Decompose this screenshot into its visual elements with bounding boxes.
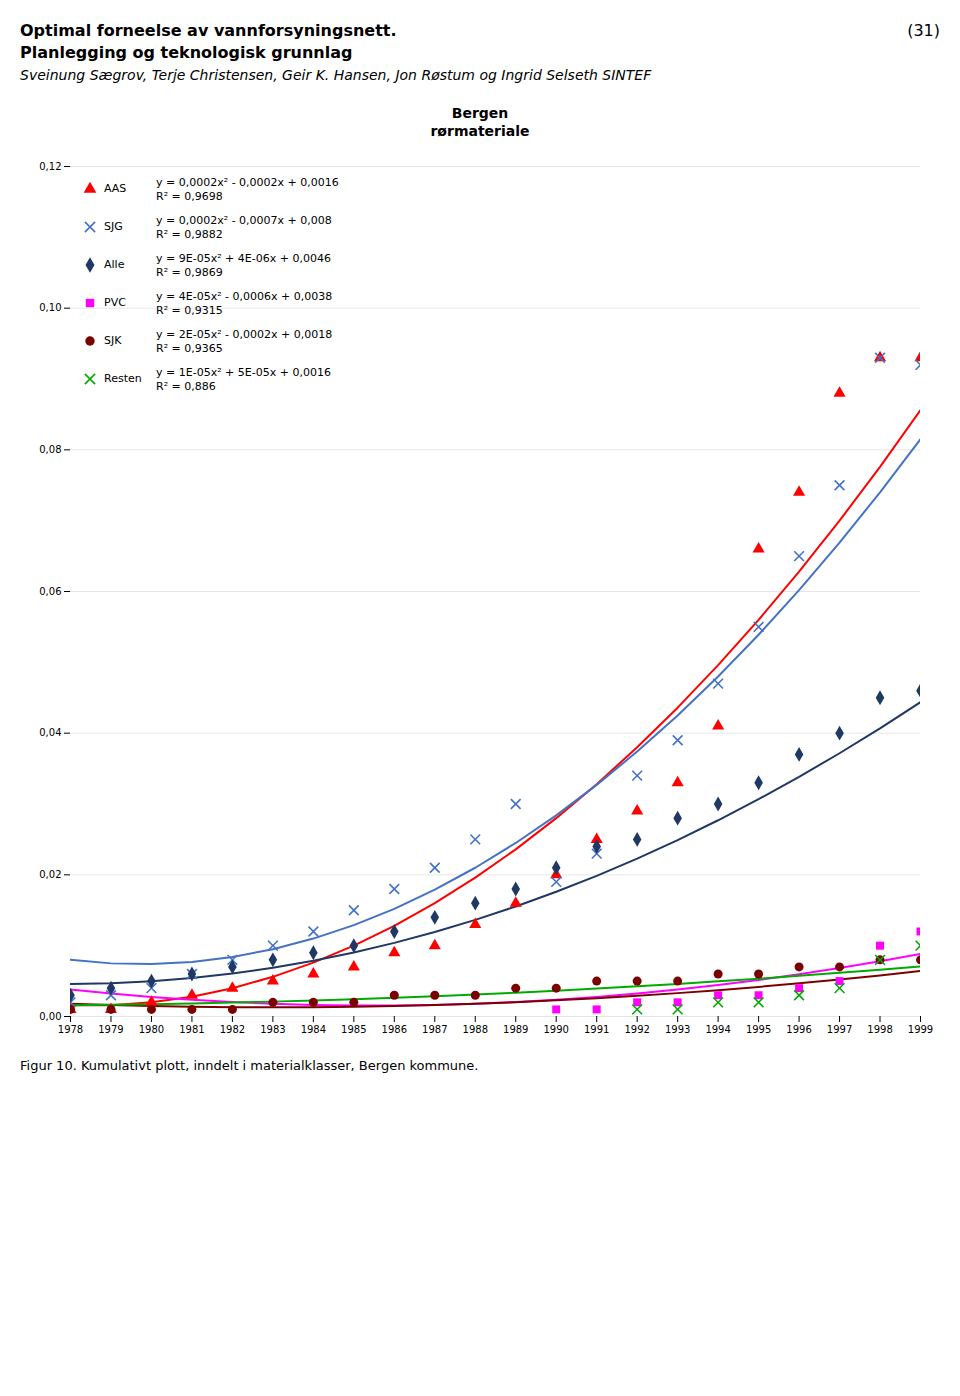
svg-text:1996: 1996 [786,1024,811,1035]
svg-text:0,08: 0,08 [39,444,61,455]
html-text:R² = 0,886: R² = 0,886 [156,380,216,393]
html-text:R² = 0,9315: R² = 0,9315 [156,304,223,317]
html-text:R² = 0,9365: R² = 0,9365 [156,342,223,355]
svg-text:1985: 1985 [341,1024,366,1035]
svg-text:1993: 1993 [665,1024,690,1035]
svg-text:1979: 1979 [98,1024,123,1035]
svg-text:1997: 1997 [827,1024,852,1035]
html-text:SJK: SJK [104,334,122,347]
html-text:y = 2E-05x² - 0,0002x + 0,0018: y = 2E-05x² - 0,0002x + 0,0018 [156,328,333,341]
svg-text:1999: 1999 [908,1024,933,1035]
svg-text:0,04: 0,04 [39,727,61,738]
html-text:Optimal forneelse av vannforsy: Optimal forneelse av vannforsyningsnett. [20,21,397,40]
svg-text:1984: 1984 [301,1024,326,1035]
svg-text:1982: 1982 [220,1024,245,1035]
html-text:PVC: PVC [104,296,126,309]
html-text:Planlegging og teknologisk gru: Planlegging og teknologisk grunnlag [20,43,353,62]
svg-text:1990: 1990 [543,1024,568,1035]
html-text:Resten: Resten [104,372,142,385]
svg-text:1995: 1995 [746,1024,771,1035]
html-text:Sveinung Sægrov, Terje Christe: Sveinung Sægrov, Terje Christensen, Geir… [20,67,652,83]
svg-text:1983: 1983 [260,1024,285,1035]
html-text:y = 4E-05x² - 0,0006x + 0,0038: y = 4E-05x² - 0,0006x + 0,0038 [156,290,333,303]
html-text:Figur 10. Kumulativt plott, in: Figur 10. Kumulativt plott, inndelt i ma… [20,1058,479,1073]
html-text:rørmateriale: rørmateriale [430,123,530,139]
svg-text:1991: 1991 [584,1024,609,1035]
svg-text:1992: 1992 [624,1024,649,1035]
svg-text:0,12: 0,12 [39,161,61,172]
svg-text:0,00: 0,00 [39,1011,61,1022]
html-text:Bergen: Bergen [451,105,509,121]
svg-text:0,06: 0,06 [39,586,61,597]
html-text:y = 9E-05x² + 4E-06x + 0,0046: y = 9E-05x² + 4E-06x + 0,0046 [156,252,331,265]
svg-text:1989: 1989 [503,1024,528,1035]
svg-text:1998: 1998 [867,1024,892,1035]
html-text:(31): (31) [907,21,940,40]
svg-text:1978: 1978 [58,1024,83,1035]
svg-text:1986: 1986 [382,1024,407,1035]
svg-text:1994: 1994 [705,1024,730,1035]
html-text:R² = 0,9698: R² = 0,9698 [156,190,223,203]
svg-text:1988: 1988 [463,1024,488,1035]
html-text:y = 1E-05x² + 5E-05x + 0,0016: y = 1E-05x² + 5E-05x + 0,0016 [156,366,331,379]
svg-text:1981: 1981 [179,1024,204,1035]
html-text:AAS: AAS [104,182,127,195]
svg-text:0,10: 0,10 [39,302,61,313]
svg-text:1980: 1980 [139,1024,164,1035]
html-text:R² = 0,9869: R² = 0,9869 [156,266,223,279]
html-text:y = 0,0002x² - 0,0002x + 0,001: y = 0,0002x² - 0,0002x + 0,0016 [156,176,339,189]
html-text:R² = 0,9882: R² = 0,9882 [156,228,223,241]
svg-text:1987: 1987 [422,1024,447,1035]
html-text:Alle: Alle [104,258,125,271]
html-text:y = 0,0002x² - 0,0007x + 0,008: y = 0,0002x² - 0,0007x + 0,008 [156,214,332,227]
svg-text:0,02: 0,02 [39,869,61,880]
html-text:SJG: SJG [104,220,123,233]
